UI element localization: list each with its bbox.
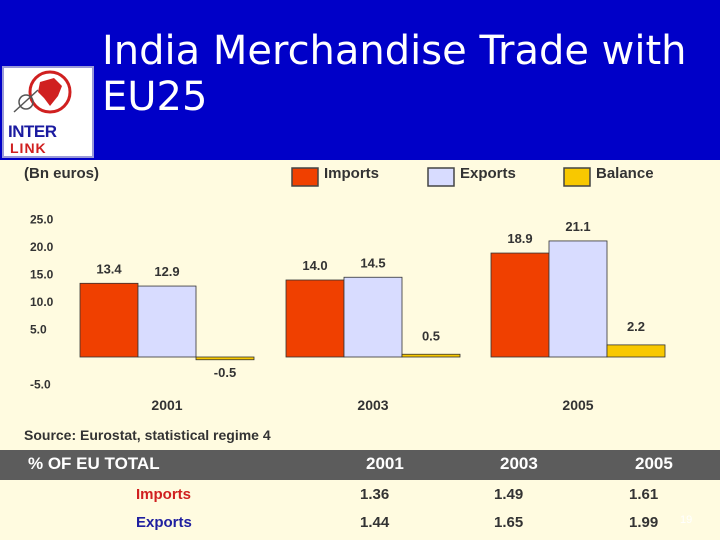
globe-logo-icon xyxy=(13,70,72,114)
source-note: Source: Eurostat, statistical regime 4 xyxy=(24,427,271,443)
legend-label-exports: Exports xyxy=(460,165,516,182)
bar-imports-2001 xyxy=(79,282,139,358)
bar-exports-2005 xyxy=(548,240,608,358)
logo-text-inter: INTER xyxy=(8,122,57,141)
x-tick-label-2005: 2005 xyxy=(562,397,593,413)
x-tick-label-2001: 2001 xyxy=(151,397,182,413)
y-tick-label: 25.0 xyxy=(30,213,54,227)
legend-swatch-balance xyxy=(563,167,591,187)
y-tick-label: 15.0 xyxy=(30,268,54,282)
table-header-label: % OF EU TOTAL xyxy=(28,454,160,473)
row-label-imports: Imports xyxy=(136,486,192,503)
y-tick-label: -5.0 xyxy=(30,378,51,392)
data-label-imports-2003: 14.0 xyxy=(302,258,327,273)
bar-imports-2003 xyxy=(285,279,345,358)
data-label-exports-2001: 12.9 xyxy=(154,264,179,279)
data-label-imports-2005: 18.9 xyxy=(507,231,532,246)
bar-balance-2003 xyxy=(401,353,461,358)
page-number: 19 xyxy=(680,514,693,526)
table-header-2005: 2005 xyxy=(635,454,673,473)
table-header-2003: 2003 xyxy=(500,454,538,473)
cell-imports-2005: 1.61 xyxy=(629,486,659,503)
cell-exports-2003: 1.65 xyxy=(494,514,524,531)
y-tick-label: 10.0 xyxy=(30,295,54,309)
legend-label-imports: Imports xyxy=(324,165,379,182)
logo-text-link: LINK xyxy=(10,140,47,156)
cell-imports-2003: 1.49 xyxy=(494,486,524,503)
legend-swatch-exports xyxy=(427,167,455,187)
unit-label: (Bn euros) xyxy=(24,165,99,182)
chart-panel: (Bn euros) Imports Exports Balance 25.0 20.0 1… xyxy=(0,160,720,450)
legend-label-balance: Balance xyxy=(596,165,654,182)
cell-imports-2001: 1.36 xyxy=(360,486,390,503)
row-label-exports: Exports xyxy=(136,514,192,531)
data-label-imports-2001: 13.4 xyxy=(96,261,122,276)
table-header-2001: 2001 xyxy=(366,454,404,473)
cell-exports-2001: 1.44 xyxy=(360,514,390,531)
bar-balance-2001 xyxy=(195,356,255,361)
bar-imports-2005 xyxy=(490,252,550,358)
trade-bar-chart: (Bn euros) Imports Exports Balance 25.0 20.0 1… xyxy=(24,165,666,443)
x-tick-label-2003: 2003 xyxy=(357,397,388,413)
data-label-balance-2005: 2.2 xyxy=(627,319,645,334)
eu-share-table: % OF EU TOTAL 2001 2003 2005 Imports 1.3… xyxy=(0,450,720,540)
bar-exports-2001 xyxy=(137,285,197,358)
data-label-balance-2003: 0.5 xyxy=(422,328,440,343)
y-tick-label: 5.0 xyxy=(30,323,47,337)
y-tick-label: 20.0 xyxy=(30,240,54,254)
interlink-logo: INTER LINK xyxy=(2,66,94,158)
bar-balance-2005 xyxy=(606,344,666,358)
cell-exports-2005: 1.99 xyxy=(629,514,659,531)
data-label-exports-2003: 14.5 xyxy=(360,255,385,270)
slide-title: India Merchandise Trade with EU25 xyxy=(102,28,687,120)
legend-swatch-imports xyxy=(291,167,319,187)
data-label-exports-2005: 21.1 xyxy=(565,219,590,234)
bar-exports-2003 xyxy=(343,276,403,358)
slide-header: India Merchandise Trade with EU25 INTER … xyxy=(0,0,720,160)
table-header: % OF EU TOTAL 2001 2003 2005 xyxy=(0,450,720,480)
data-label-balance-2001: -0.5 xyxy=(214,365,236,380)
